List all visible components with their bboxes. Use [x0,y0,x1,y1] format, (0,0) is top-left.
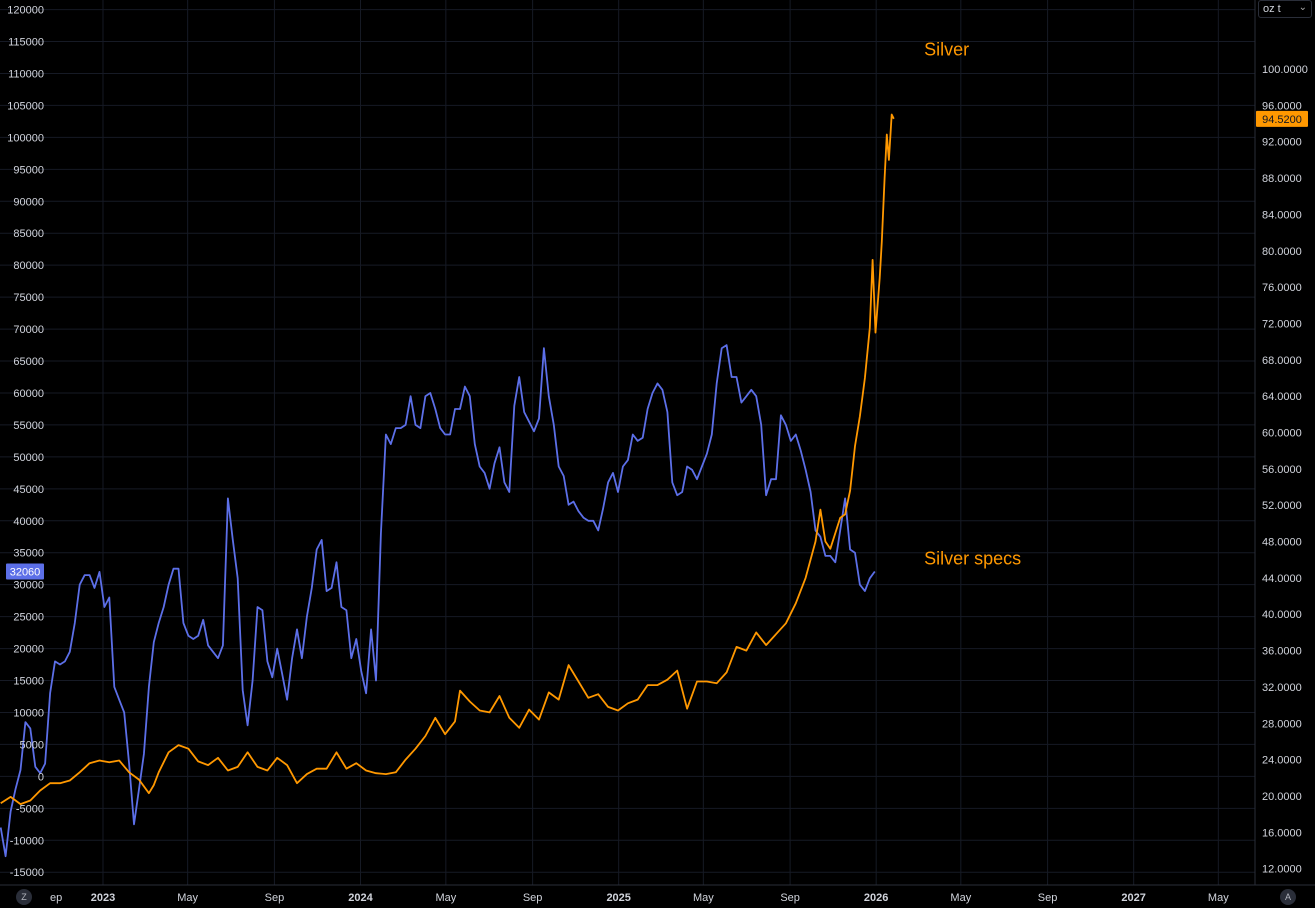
right-tick-label: 88.0000 [1262,173,1302,185]
annotations: Silver Silver specs [924,39,1021,568]
x-tick-label: May [693,892,714,904]
left-tick-label: 105000 [7,100,44,112]
left-tick-label: 110000 [8,68,44,80]
right-tick-label: 48.0000 [1262,537,1302,549]
x-tick-label: Sep [1038,892,1058,904]
x-tick-label: Sep [523,892,543,904]
right-axis-ticks: 100.0000 96.0000 92.0000 88.0000 84.0000 80.0… [1262,64,1308,876]
right-tick-label: 76.0000 [1262,282,1302,294]
series-layer [0,113,895,858]
right-tick-label: 36.0000 [1262,646,1302,658]
left-axis-ticks: 1200001150001100001050001000009500090000… [7,5,44,880]
annotation-label: Silver [924,39,969,59]
right-tick-label: 64.0000 [1262,391,1302,403]
annotation-label: Silver specs [924,548,1021,568]
left-tick-label: -15000 [10,867,44,879]
left-tick-label: 55000 [13,420,44,432]
left-tick-label: -5000 [16,803,44,815]
axes [0,0,1315,886]
left-tick-label: 95000 [13,164,44,176]
right-tick-label: 84.0000 [1262,209,1302,221]
unit-selector-label: oz t [1263,3,1281,15]
right-tick-label: 56.0000 [1262,464,1302,476]
auto-scale-left-button[interactable]: Z [16,889,32,905]
x-tick-label: May [177,892,198,904]
right-tick-label: 16.0000 [1262,827,1302,839]
left-last-value-label: 32060 [10,567,41,579]
x-tick-label: ep [50,892,62,904]
x-tick-label: May [1208,892,1229,904]
grid-lines [0,0,1255,885]
auto-scale-right-button[interactable]: A [1280,889,1296,905]
left-tick-label: 25000 [13,612,44,624]
x-axis-ticks: ep 2023 May Sep 2024 May Sep 2025 May Sep 2026 May S… [50,892,1229,904]
right-last-value-label: 94.5200 [1262,114,1302,126]
left-tick-label: 30000 [13,580,44,592]
chevron-down-icon: ⌄ [1298,2,1307,13]
x-tick-label: May [435,892,456,904]
series-line-specs [0,344,876,858]
x-tick-label: Sep [265,892,285,904]
right-tick-label: 72.0000 [1262,318,1302,330]
left-tick-label: 0 [38,771,44,783]
left-tick-label: 45000 [13,484,44,496]
left-tick-label: 85000 [13,228,44,240]
right-tick-label: 12.0000 [1262,864,1302,876]
left-tick-label: 15000 [13,676,44,688]
left-tick-label: 90000 [13,196,44,208]
right-tick-label: 68.0000 [1262,355,1302,367]
right-tick-label: 96.0000 [1262,100,1302,112]
left-tick-label: 70000 [13,324,44,336]
left-tick-label: 100000 [7,132,44,144]
left-tick-label: 40000 [13,516,44,528]
right-tick-label: 20.0000 [1262,791,1302,803]
right-tick-label: 60.0000 [1262,428,1302,440]
left-tick-label: 10000 [13,707,44,719]
right-tick-label: 28.0000 [1262,718,1302,730]
left-last-value-badge [6,563,44,580]
x-tick-label: 2027 [1121,892,1145,904]
right-tick-label: 24.0000 [1262,755,1302,767]
x-tick-label: 2026 [864,892,888,904]
series-line-silver [0,113,895,805]
unit-selector[interactable]: oz t ⌄ [1258,0,1312,18]
left-tick-label: 50000 [13,452,44,464]
left-tick-label: 65000 [13,356,44,368]
x-tick-label: 2023 [91,892,115,904]
left-tick-label: 115000 [8,37,44,49]
right-tick-label: 80.0000 [1262,246,1302,258]
x-tick-label: Sep [780,892,800,904]
x-tick-label: 2025 [606,892,630,904]
left-tick-label: 120000 [7,5,44,17]
right-tick-label: 100.0000 [1262,64,1308,76]
right-tick-label: 40.0000 [1262,609,1302,621]
x-tick-label: 2024 [348,892,373,904]
left-tick-label: 80000 [13,260,44,272]
last-value-badges: 32060 94.5200 [6,110,1308,580]
left-tick-label: 20000 [13,644,44,656]
right-tick-label: 32.0000 [1262,682,1302,694]
left-tick-label: 60000 [13,388,44,400]
left-tick-label: 35000 [13,548,44,560]
right-tick-label: 44.0000 [1262,573,1302,585]
x-tick-label: May [950,892,971,904]
right-last-value-badge [1256,110,1308,127]
left-tick-label: 75000 [13,292,44,304]
right-tick-label: 92.0000 [1262,137,1302,149]
right-tick-label: 52.0000 [1262,500,1302,512]
left-tick-label: -10000 [10,835,44,847]
left-tick-label: 5000 [20,739,44,751]
